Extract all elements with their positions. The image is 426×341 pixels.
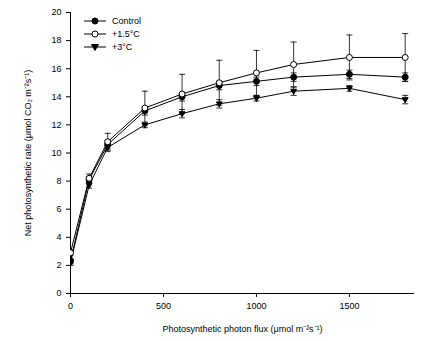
svg-text:10: 10: [51, 148, 61, 158]
svg-text:500: 500: [156, 301, 171, 311]
svg-text:Net photosynthetic rate (μmol: Net photosynthetic rate (μmol CO₂ m⁻²s⁻¹…: [23, 70, 33, 237]
svg-text:6: 6: [56, 204, 61, 214]
html-text:+3°C: +3°C: [112, 41, 133, 52]
svg-text:4: 4: [56, 232, 61, 242]
svg-text:0: 0: [68, 301, 73, 311]
svg-text:16: 16: [51, 64, 61, 74]
svg-text:18: 18: [51, 35, 61, 45]
html-text:Control: Control: [112, 15, 141, 26]
svg-text:2: 2: [56, 260, 61, 270]
svg-text:8: 8: [56, 176, 61, 186]
svg-text:1500: 1500: [339, 301, 359, 311]
html-text:+1.5°C: +1.5°C: [112, 28, 140, 39]
svg-text:14: 14: [51, 92, 61, 102]
svg-text:0: 0: [56, 288, 61, 298]
svg-text:12: 12: [51, 120, 61, 130]
svg-text:1000: 1000: [246, 301, 266, 311]
svg-text:20: 20: [51, 7, 61, 17]
svg-text:Photosynthetic photon flux (μm: Photosynthetic photon flux (μmol m⁻²s⁻¹): [162, 324, 322, 334]
